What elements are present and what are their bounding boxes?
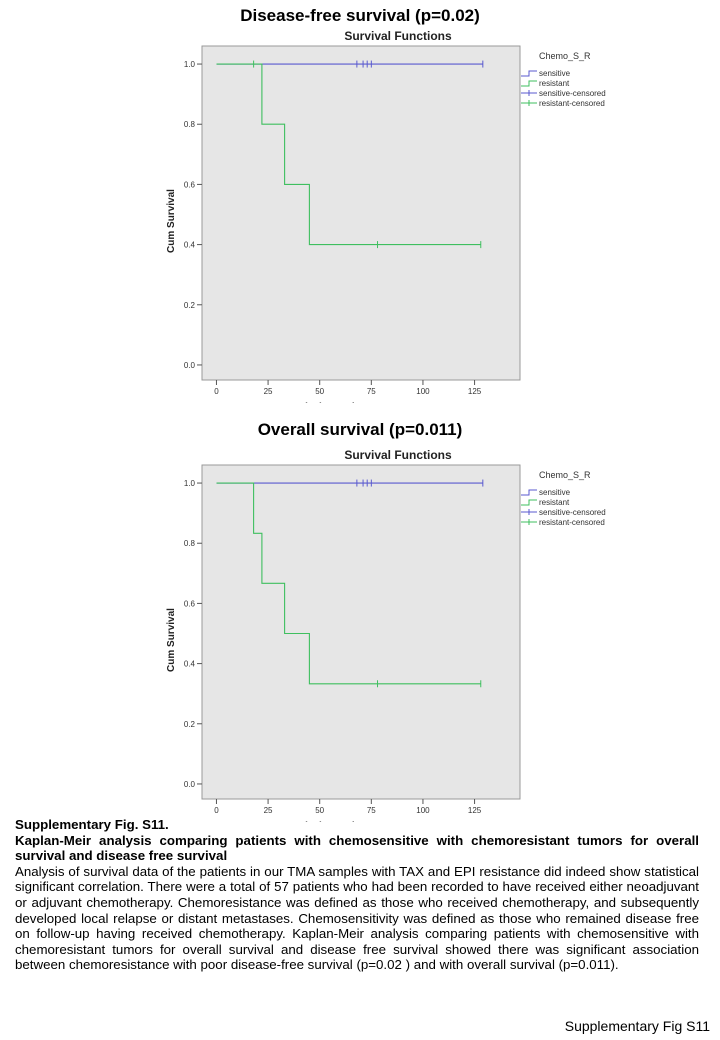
y-tick-label: 0.0 [184,361,196,370]
x-tick-label: 50 [315,806,324,815]
legend-swatch-resistant [521,499,537,506]
legend-swatch-sensitive [521,489,537,496]
y-tick-label: 0.2 [184,720,196,729]
footer-label: Supplementary Fig S11 [564,1018,710,1034]
x-axis-label: survival_month [284,821,358,822]
y-tick-label: 1.0 [184,479,196,488]
plot-area [201,45,521,381]
y-tick-label: 0.6 [184,599,196,608]
y-tick-label: 0.6 [184,180,196,189]
y-tick-label: 1.0 [184,60,196,69]
series-line-resistant [216,63,481,246]
legend-swatch-sensitive [521,70,537,77]
legend-title: Chemo_S_R [539,470,591,480]
legend-label-sensitive-censored: sensitive-censored [539,89,606,98]
x-tick-label: 125 [468,806,482,815]
series-line-resistant [216,482,481,685]
plot-area [201,464,521,800]
legend-label-resistant: resistant [539,79,570,88]
x-tick-label: 25 [264,387,273,396]
legend-label-sensitive: sensitive [539,488,571,497]
os-panel-title: Overall survival (p=0.011) [257,420,463,439]
x-tick-label: 25 [264,806,273,815]
x-tick-label: 100 [416,387,430,396]
y-tick-label: 0.4 [184,241,196,250]
y-tick-label: 0.8 [184,120,196,129]
x-tick-label: 50 [315,387,324,396]
y-axis-label: Cum Survival [166,189,177,253]
caption-heading: Kaplan-Meir analysis comparing patients … [15,832,699,864]
y-tick-label: 0.2 [184,301,196,310]
chart-title: Survival Functions [344,448,452,462]
x-tick-label: 0 [214,806,219,815]
chart-title: Survival Functions [344,29,452,43]
y-tick-label: 0.8 [184,539,196,548]
caption-label: Supplementary Fig. S11. [15,817,169,832]
legend-label-resistant-censored: resistant-censored [539,99,605,108]
x-tick-label: 0 [214,387,219,396]
x-tick-label: 75 [367,387,376,396]
x-tick-label: 75 [367,806,376,815]
x-tick-label: 100 [416,806,430,815]
caption-body: Analysis of survival data of the patient… [15,863,699,973]
x-axis-label: survival_month [284,402,358,403]
legend-label-resistant-censored: resistant-censored [539,518,605,527]
os-survival-chart: Survival Functions 0.0 0.2 0.4 0.6 0.8 1.0 0 25 5… [166,448,606,822]
legend-label-sensitive-censored: sensitive-censored [539,508,606,517]
y-tick-label: 0.4 [184,660,196,669]
x-tick-label: 125 [468,387,482,396]
dfs-survival-chart: Survival Functions 0.0 0.2 0.4 0.6 0.8 1.0 0 25 5… [166,29,606,403]
legend-swatch-resistant [521,80,537,87]
dfs-panel-title: Disease-free survival (p=0.02) [240,6,480,25]
y-axis-label: Cum Survival [166,608,177,672]
legend-label-sensitive: sensitive [539,69,571,78]
y-tick-label: 0.0 [184,780,196,789]
legend-title: Chemo_S_R [539,51,591,61]
legend-label-resistant: resistant [539,498,570,507]
figure-caption: Supplementary Fig. S11. Kaplan-Meir anal… [15,817,699,973]
